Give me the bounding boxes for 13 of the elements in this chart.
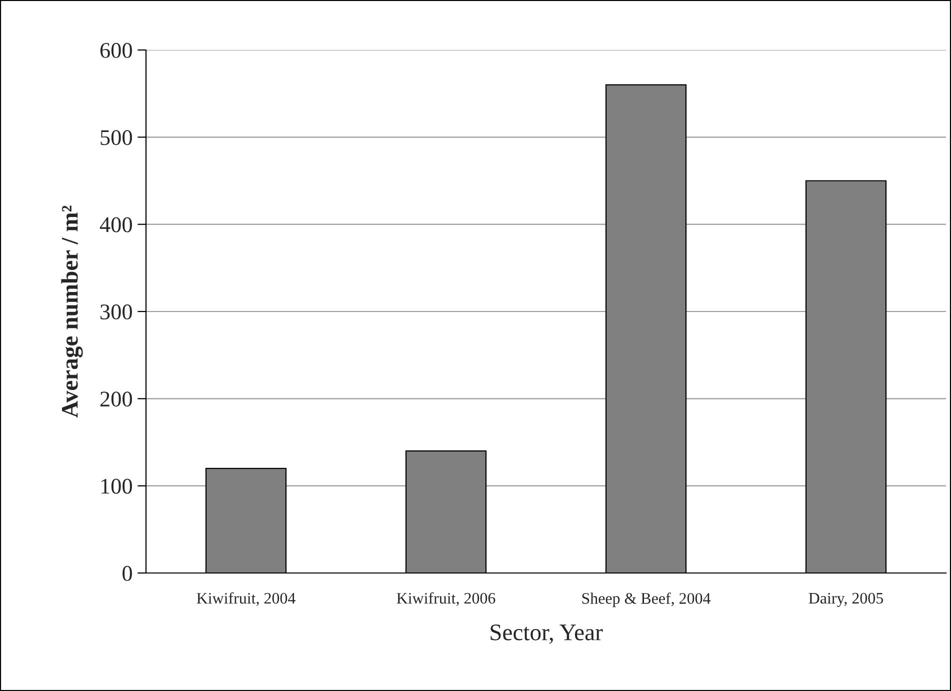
y-axis-title: Average number / m²	[61, 206, 83, 418]
x-tick-label: Sheep & Beef, 2004	[582, 592, 711, 608]
x-tick-label: Dairy, 2005	[808, 592, 884, 607]
y-tick-label: 0	[122, 566, 132, 581]
x-tick-label: Kiwifruit, 2004	[196, 592, 296, 606]
y-tick-label: 400	[100, 217, 132, 232]
x-axis-title: Sector, Year	[490, 624, 603, 644]
y-tick-label: 200	[100, 392, 132, 407]
x-tick-label: Kiwifruit, 2006	[396, 592, 496, 606]
y-tick-label: 300	[100, 304, 132, 320]
y-tick-label: 600	[100, 42, 132, 58]
y-tick-label: 500	[100, 130, 132, 146]
y-tick-label: 100	[101, 478, 132, 494]
